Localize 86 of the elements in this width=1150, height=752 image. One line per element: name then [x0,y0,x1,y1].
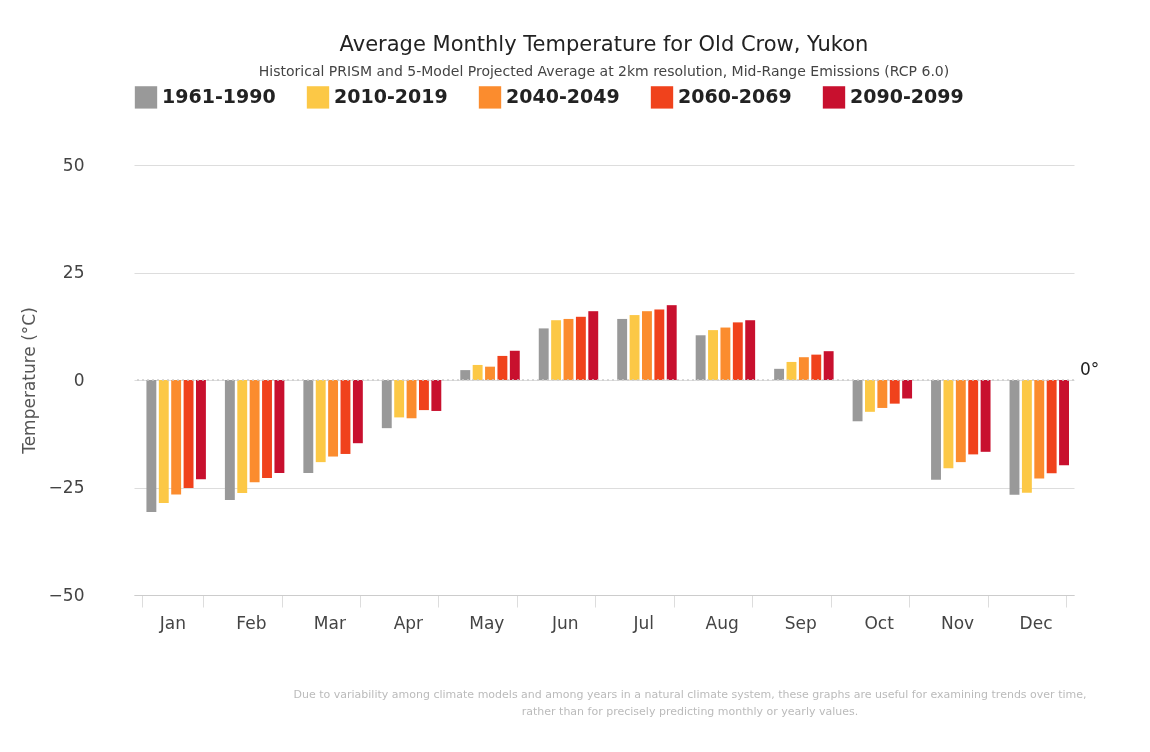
bar [654,309,665,380]
bar [811,354,822,380]
bar [381,380,392,429]
bar [183,380,194,488]
bar [720,327,731,380]
x-tick-label: Feb [236,612,267,633]
bar [328,380,339,457]
text: Due to variability among climate models and among years in a natural climate system, these graphs are useful for examining trends over time, rather than for precisely predicting monthly or yearly values. [292,687,1088,720]
ref-line-label: 0° [1080,359,1100,379]
bar [340,380,351,454]
bar [406,380,417,419]
bar [249,380,260,483]
bar [195,380,206,480]
bar [745,320,756,380]
bar [666,305,677,380]
legend-label: 1961-1990 [162,85,276,108]
bar [629,315,640,380]
y-axis-title: Temperature (°C) [18,307,39,455]
bar [642,311,652,380]
bar [509,350,520,380]
bar [497,355,508,380]
bar [1021,380,1032,493]
bar [968,380,979,455]
bar [902,380,913,399]
bar [955,380,966,463]
chart-title: Average Monthly Temperature for Old Crow, Yukon [339,32,869,56]
bar [943,380,954,469]
bar [588,311,599,380]
y-tick-label: 0 [73,369,85,390]
x-tick-label: May [469,612,505,633]
bar [889,380,900,404]
x-tick-label: Oct [864,612,895,633]
y-tick-label: −25 [48,477,85,497]
x-tick-label: Sep [784,612,817,633]
bar [460,370,471,380]
bar [274,380,285,473]
bar [224,380,235,500]
x-tick-label: Dec [1019,612,1053,633]
bar [563,318,574,380]
x-tick-label: Jun [550,612,579,633]
x-tick-label: Apr [393,612,424,633]
bar [237,380,248,494]
x-tick-label: Jan [158,612,187,633]
x-tick-label: Mar [313,612,346,633]
bar [852,380,863,422]
bar [485,366,495,380]
bar [980,380,991,452]
x-tick-label: Aug [705,612,739,633]
legend-label: 2060-2069 [678,85,792,108]
bar [774,368,785,380]
chart-subtitle: Historical PRISM and 5-Model Projected Average at 2km resolution, Mid-Range Emissions (RCP 6.0) [258,63,950,79]
bar [617,318,628,380]
bar [171,380,182,495]
bar [798,357,809,380]
legend-label: 2010-2019 [334,85,448,108]
bar [865,380,875,412]
bar [1009,380,1020,495]
bar [472,364,483,380]
bar [877,380,888,408]
bar [303,380,314,473]
bar [695,335,706,380]
bar [575,316,586,380]
bar [158,380,169,503]
bar [1059,380,1069,466]
bar [538,328,549,380]
bar [551,320,562,380]
y-tick-label: 25 [62,262,85,282]
bar [931,380,941,480]
bar [708,330,718,380]
legend-label: 2040-2049 [506,85,620,108]
bar [732,322,743,380]
bar [262,380,272,479]
x-tick-label: Jul [632,612,654,633]
y-tick-label: 50 [62,154,85,175]
bar [431,380,442,411]
bar [823,351,834,380]
bar [1034,380,1045,479]
bar [315,380,326,463]
x-tick-label: Nov [940,612,975,633]
bar [419,380,429,411]
bar [394,380,405,418]
y-tick-label: −50 [48,584,85,605]
legend-label: 2090-2099 [850,85,964,108]
bar [146,380,157,513]
bar [1046,380,1057,474]
bar [352,380,363,444]
